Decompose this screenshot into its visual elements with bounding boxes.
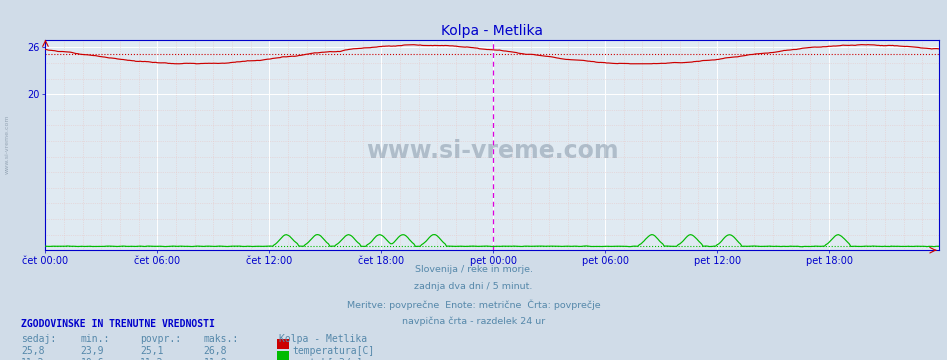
Text: ZGODOVINSKE IN TRENUTNE VREDNOSTI: ZGODOVINSKE IN TRENUTNE VREDNOSTI xyxy=(21,319,215,329)
Text: 25,1: 25,1 xyxy=(140,346,164,356)
Text: zadnja dva dni / 5 minut.: zadnja dva dni / 5 minut. xyxy=(415,282,532,291)
Text: maks.:: maks.: xyxy=(204,334,239,344)
Text: povpr.:: povpr.: xyxy=(140,334,181,344)
Text: www.si-vreme.com: www.si-vreme.com xyxy=(5,114,10,174)
Text: 23,9: 23,9 xyxy=(80,346,104,356)
Text: 11,2: 11,2 xyxy=(21,358,45,360)
Text: 11,2: 11,2 xyxy=(140,358,164,360)
Text: 10,6: 10,6 xyxy=(80,358,104,360)
Text: temperatura[C]: temperatura[C] xyxy=(293,346,375,356)
Text: 26,8: 26,8 xyxy=(204,346,227,356)
Text: 11,8: 11,8 xyxy=(204,358,227,360)
Title: Kolpa - Metlika: Kolpa - Metlika xyxy=(441,24,544,39)
Text: navpična črta - razdelek 24 ur: navpična črta - razdelek 24 ur xyxy=(402,316,545,326)
Text: Meritve: povprečne  Enote: metrične  Črta: povprečje: Meritve: povprečne Enote: metrične Črta:… xyxy=(347,299,600,310)
Text: Kolpa - Metlika: Kolpa - Metlika xyxy=(279,334,367,344)
Text: min.:: min.: xyxy=(80,334,110,344)
Text: Slovenija / reke in morje.: Slovenija / reke in morje. xyxy=(415,265,532,274)
Text: 25,8: 25,8 xyxy=(21,346,45,356)
Text: pretok[m3/s]: pretok[m3/s] xyxy=(293,358,363,360)
Text: sedaj:: sedaj: xyxy=(21,334,56,344)
Text: www.si-vreme.com: www.si-vreme.com xyxy=(366,139,618,163)
